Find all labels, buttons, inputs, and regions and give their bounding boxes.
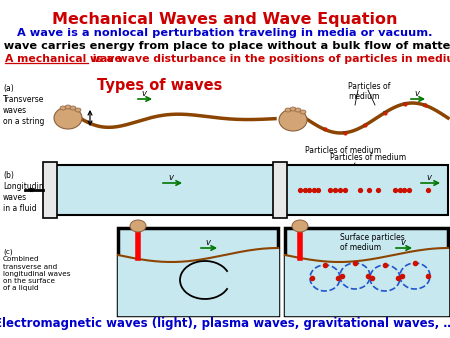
Bar <box>285 165 448 215</box>
Ellipse shape <box>279 109 307 131</box>
Ellipse shape <box>54 107 82 129</box>
Ellipse shape <box>290 107 296 111</box>
Ellipse shape <box>75 108 81 112</box>
Text: Electromagnetic waves (light), plasma waves, gravitational waves, …: Electromagnetic waves (light), plasma wa… <box>0 317 450 331</box>
Ellipse shape <box>70 106 76 110</box>
Text: Surface particles
of medium: Surface particles of medium <box>340 233 405 252</box>
Bar <box>118 228 278 315</box>
Text: Particles of medium: Particles of medium <box>330 153 406 162</box>
Text: v: v <box>400 238 405 247</box>
Ellipse shape <box>295 108 301 112</box>
Text: A wave carries energy from place to place without a bulk flow of matter.: A wave carries energy from place to plac… <box>0 41 450 51</box>
Ellipse shape <box>65 105 71 109</box>
Text: (b)
Longitudinal
waves
in a fluid: (b) Longitudinal waves in a fluid <box>3 171 51 213</box>
Bar <box>55 165 278 215</box>
Text: (a)
Transverse
waves
on a string: (a) Transverse waves on a string <box>3 84 45 126</box>
Text: v: v <box>205 238 210 247</box>
Bar <box>285 228 448 315</box>
Bar <box>43 162 57 218</box>
Text: v: v <box>141 89 146 98</box>
Text: A mechanical wave: A mechanical wave <box>5 54 122 64</box>
Ellipse shape <box>130 220 146 232</box>
Ellipse shape <box>292 220 308 232</box>
Text: (c)
Combined
transverse and
longitudinal waves
on the surface
of a liquid: (c) Combined transverse and longitudinal… <box>3 249 71 291</box>
Text: Types of waves: Types of waves <box>97 78 223 93</box>
Text: v: v <box>168 173 173 182</box>
Text: v: v <box>426 173 431 182</box>
Text: is a wave disturbance in the positions of particles in medium.: is a wave disturbance in the positions o… <box>89 54 450 64</box>
Ellipse shape <box>300 110 306 114</box>
Text: A wave is a nonlocal perturbation traveling in media or vacuum.: A wave is a nonlocal perturbation travel… <box>17 28 433 38</box>
Ellipse shape <box>285 108 291 112</box>
Text: Particles of medium: Particles of medium <box>305 146 381 155</box>
Bar <box>273 162 287 218</box>
Ellipse shape <box>60 106 66 110</box>
Text: Particles of
medium: Particles of medium <box>348 82 391 101</box>
Text: v: v <box>414 89 419 98</box>
Text: Mechanical Waves and Wave Equation: Mechanical Waves and Wave Equation <box>52 12 398 27</box>
